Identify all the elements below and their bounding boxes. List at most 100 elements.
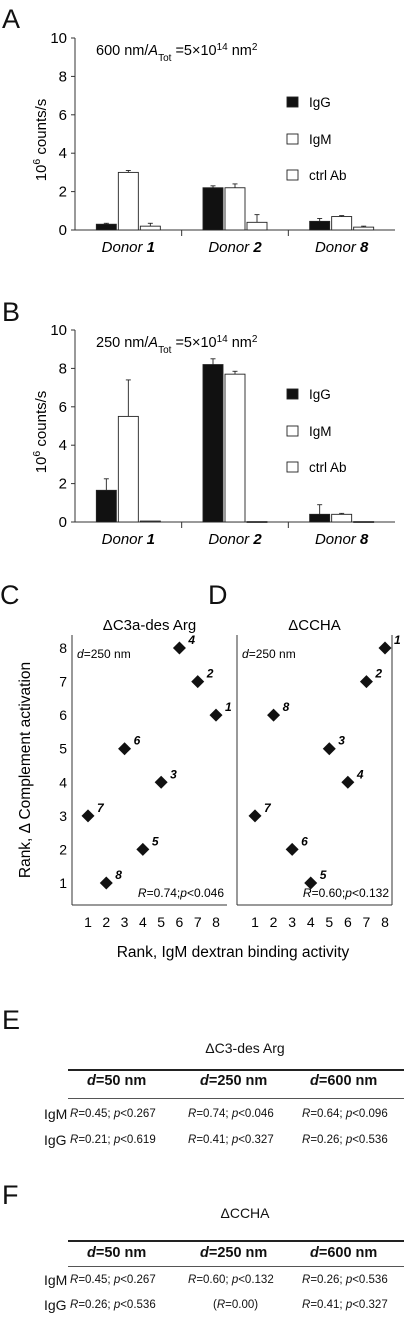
x-tick-label: Donor 2 <box>208 531 262 548</box>
scatter-x-tick-label: 1 <box>251 914 259 930</box>
scatter-point-label: 1 <box>394 633 401 647</box>
table-f-cell: R=0.45; p<0.267 <box>70 1274 156 1286</box>
scatter-x-tick-label: 2 <box>102 914 110 930</box>
table-e-title: ΔC3-des Arg <box>205 1040 285 1056</box>
scatter-point <box>172 641 186 655</box>
y-tick-label: 10 <box>50 30 67 47</box>
scatter-point <box>359 675 373 689</box>
table-e-top-rule <box>68 1069 404 1071</box>
legend-label: IgG <box>309 387 331 402</box>
table-f-mid-rule <box>68 1266 404 1267</box>
scatter-y-tick-label: 3 <box>59 808 67 824</box>
scatter-y-axis-label: Rank, Δ Complement activation <box>17 662 34 878</box>
legend-label: ctrl Ab <box>309 460 347 475</box>
bar <box>331 513 353 523</box>
scatter-point-label: 5 <box>320 868 327 882</box>
scatter-point <box>322 742 336 756</box>
scatter-point-label: 8 <box>115 868 122 882</box>
panel-letter-b: B <box>2 297 21 327</box>
scatter-y-tick-label: 2 <box>59 841 67 857</box>
bar <box>246 521 268 523</box>
bar-chart-b: 0 2 4 6 8 10 106 counts/s 250 nm/ATot =5×1014 n… <box>31 322 395 548</box>
table-f-title: ΔCCHA <box>220 1205 270 1221</box>
legend-swatch <box>286 96 299 108</box>
panel-letter-e: E <box>2 1005 21 1035</box>
panel-letter-f: F <box>2 1180 19 1210</box>
table-f-cell: R=0.26; p<0.536 <box>70 1299 156 1311</box>
scatter-x-tick-label: 4 <box>307 914 315 930</box>
table-f-cell: (R=0.00) <box>213 1299 259 1311</box>
table-e-cell: R=0.21; p<0.619 <box>70 1134 156 1146</box>
bar <box>117 171 139 231</box>
scatter-title: ΔCCHA <box>288 617 341 634</box>
table-e-mid-rule <box>68 1098 404 1099</box>
scatter-x-tick-label: 5 <box>157 914 165 930</box>
table-e-row-label-0: IgM <box>44 1106 68 1122</box>
scatter-stats: R=0.60;p<0.132 <box>303 886 389 900</box>
scatter-point <box>99 876 113 890</box>
scatter-point <box>248 809 262 823</box>
table-e-cell: R=0.26; p<0.536 <box>302 1134 388 1146</box>
table-e-cell: R=0.45; p<0.267 <box>70 1108 156 1120</box>
table-e-cell: R=0.74; p<0.046 <box>188 1108 274 1120</box>
scatter-point <box>209 708 223 722</box>
scatter-x-tick-label: 8 <box>212 914 220 930</box>
legend-swatch <box>286 169 299 181</box>
x-tick-label: Donor 1 <box>102 239 155 256</box>
legend-label: IgM <box>309 132 332 147</box>
table-e-cell: R=0.64; p<0.096 <box>302 1108 388 1120</box>
scatter-y-tick-label: 7 <box>59 674 67 690</box>
scatter-x-tick-label: 7 <box>363 914 371 930</box>
scatter-y-tick-label: 8 <box>59 640 67 656</box>
scatter-y-tick-label: 4 <box>59 774 67 790</box>
scatter-point-label: 4 <box>356 767 364 781</box>
y-tick-label: 2 <box>59 476 67 493</box>
x-tick-label: Donor 8 <box>315 531 369 548</box>
table-e-header-1: d=250 nm <box>200 1073 268 1089</box>
panel-letter-c: C <box>0 580 20 610</box>
scatter-x-tick-label: 8 <box>381 914 389 930</box>
scatter-point-label: 7 <box>264 801 272 815</box>
table-f-header-0: d=50 nm <box>87 1245 147 1261</box>
scatter-x-tick-label: 4 <box>139 914 147 930</box>
table-e-cell: R=0.41; p<0.327 <box>188 1134 274 1146</box>
scatter-y-tick-label: 6 <box>59 707 67 723</box>
scatter-y-tick-label: 1 <box>59 875 67 891</box>
table-f-cell: R=0.60; p<0.132 <box>188 1274 274 1286</box>
table-e-header-2: d=600 nm <box>310 1073 378 1089</box>
bar <box>309 220 331 231</box>
scatter-annotation: d=250 nm <box>77 647 131 661</box>
table-e-header-0: d=50 nm <box>87 1073 147 1089</box>
table-f-header-1: d=250 nm <box>200 1245 268 1261</box>
bar <box>95 489 117 523</box>
chart-annotation: 250 nm/ATot =5×1014 nm2 <box>96 334 258 356</box>
scatter-point <box>285 842 299 856</box>
y-tick-label: 10 <box>50 322 67 339</box>
y-axis-label: 106 counts/s <box>31 99 50 182</box>
bar <box>202 187 224 231</box>
y-tick-label: 4 <box>59 145 67 162</box>
y-tick-label: 8 <box>59 68 67 85</box>
bar <box>224 187 246 231</box>
panel-letter-d: D <box>208 580 228 610</box>
y-tick-label: 2 <box>59 184 67 201</box>
scatter-x-tick-label: 3 <box>288 914 296 930</box>
bar <box>353 226 375 231</box>
scatter-x-tick-label: 1 <box>84 914 92 930</box>
bar-chart-a: 0 2 4 6 8 10 106 counts/s 600 nm/ATot =5×1014 n… <box>31 30 395 256</box>
scatter-point <box>118 742 132 756</box>
legend-swatch <box>286 425 299 437</box>
legend-swatch <box>286 133 299 145</box>
legend-swatch <box>286 461 299 473</box>
table-f-row-label-0: IgM <box>44 1272 68 1288</box>
scatter-point-label: 5 <box>152 834 159 848</box>
legend-swatch <box>286 388 299 400</box>
x-tick-label: Donor 1 <box>102 531 155 548</box>
scatter-stats: R=0.74;p<0.046 <box>138 886 224 900</box>
scatter-point-label: 8 <box>283 700 290 714</box>
table-f-cell: R=0.26; p<0.536 <box>302 1274 388 1286</box>
table-e: ΔC3-des Arg d=50 nm d=250 nm d=600 nm Ig… <box>0 1030 405 1170</box>
bar <box>117 415 139 523</box>
scatter-point <box>136 842 150 856</box>
